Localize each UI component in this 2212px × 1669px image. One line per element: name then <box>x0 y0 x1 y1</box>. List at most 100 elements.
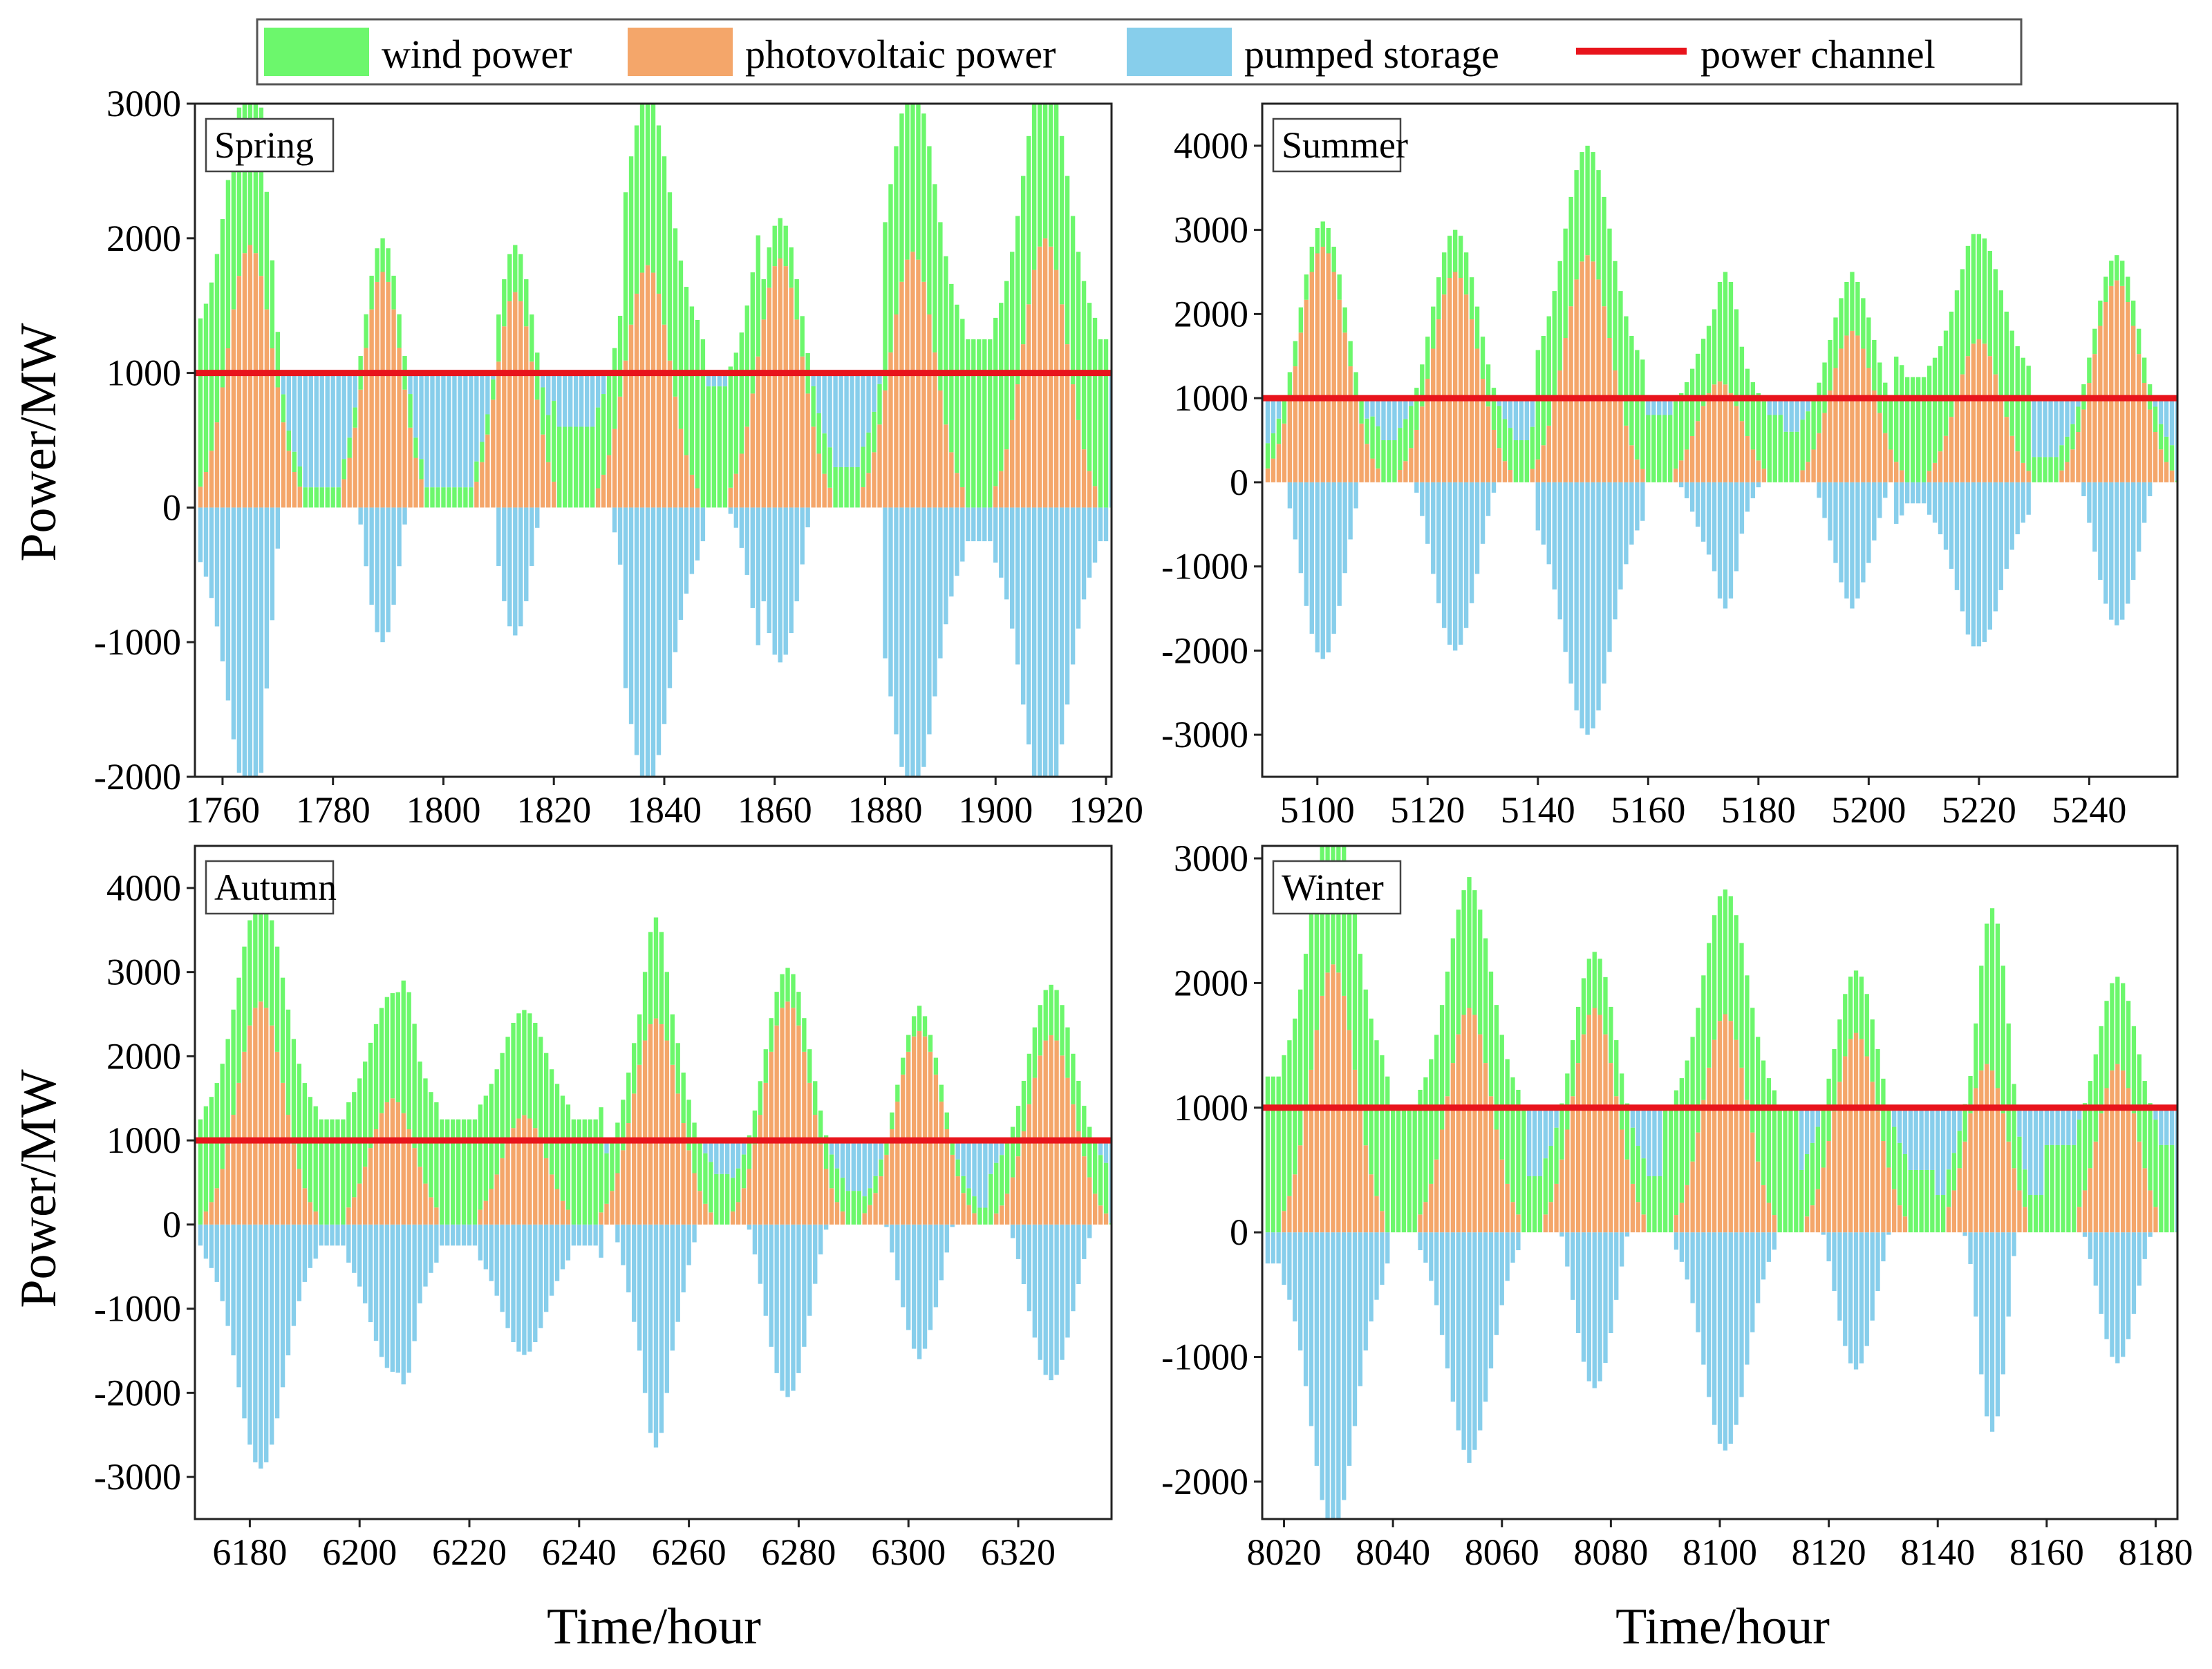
bar-pv <box>1586 1015 1592 1233</box>
bar-pv <box>675 1093 680 1225</box>
bar-storage <box>2032 398 2036 458</box>
bar-storage <box>689 507 695 574</box>
bar-wind <box>397 314 402 348</box>
bar-pv <box>1342 332 1347 482</box>
bar-storage <box>664 1224 670 1393</box>
bar-pv <box>1282 423 1287 482</box>
bar-pv <box>1696 1132 1700 1233</box>
bar-wind <box>1414 388 1419 430</box>
bar-pv <box>695 488 700 508</box>
bar-storage <box>1081 507 1087 600</box>
bar-wind <box>568 426 573 508</box>
bar-pv <box>811 426 816 508</box>
bar-pv <box>1821 1167 1826 1233</box>
bar-pv <box>429 1197 433 1225</box>
bar-pv <box>1822 413 1827 482</box>
bar-wind <box>319 1119 324 1225</box>
bar-wind <box>1109 1223 1112 1225</box>
bar-storage <box>845 1140 851 1191</box>
bar-storage <box>1491 482 1497 493</box>
bar-wind <box>1982 238 1987 344</box>
bar-wind <box>1689 368 1695 436</box>
bar-pv <box>1456 1034 1461 1233</box>
bar-wind <box>1342 307 1347 333</box>
bar-pv <box>890 1129 894 1225</box>
bar-wind <box>1979 965 1984 1071</box>
y-tick-label: 3000 <box>106 83 181 124</box>
bar-wind <box>1010 252 1015 420</box>
season-label-box <box>1272 860 1402 915</box>
bar-storage <box>358 507 363 525</box>
bar-storage <box>1832 1232 1837 1292</box>
bar-wind <box>1087 303 1092 471</box>
bar-wind <box>1031 104 1037 270</box>
bar-wind <box>357 1078 362 1184</box>
bar-wind <box>2038 1195 2044 1233</box>
bar-storage <box>656 507 662 755</box>
bar-wind <box>1897 1142 1902 1206</box>
bar-pv <box>747 1169 752 1225</box>
bar-wind <box>1265 1076 1271 1233</box>
bar-pv <box>1032 1077 1038 1225</box>
bar-pv <box>1954 395 1960 482</box>
y-tick-label: -1000 <box>1161 1337 1248 1378</box>
bar-storage <box>434 1224 439 1263</box>
bar-wind <box>1614 1040 1619 1097</box>
bar-pv <box>1347 1030 1352 1233</box>
bar-wind <box>1696 1008 1700 1133</box>
bar-storage <box>637 1224 642 1351</box>
bar-pv <box>944 1129 949 1225</box>
bar-storage <box>2121 1232 2126 1357</box>
bar-wind <box>571 1119 577 1225</box>
bar-storage <box>1602 482 1606 684</box>
bar-pv <box>2021 462 2025 482</box>
bar-storage <box>335 1224 340 1246</box>
bar-storage <box>1445 1232 1450 1369</box>
bar-wind <box>562 426 568 508</box>
bar-storage <box>922 1224 928 1349</box>
x-tick-label: 6280 <box>761 1531 836 1573</box>
bar-storage <box>478 1224 483 1261</box>
bar-pv <box>1897 1205 1902 1233</box>
bar-storage <box>1054 1224 1059 1375</box>
bar-pv <box>1065 1077 1070 1225</box>
bar-wind <box>1641 1158 1646 1215</box>
bar-wind <box>1678 393 1684 461</box>
bar-pv <box>2098 326 2103 482</box>
bar-wind <box>1358 954 1363 1110</box>
bar-pv <box>362 1167 368 1225</box>
bar-storage <box>1585 482 1590 735</box>
bar-storage <box>1872 482 1877 541</box>
bar-storage <box>1597 1232 1602 1382</box>
bars <box>198 104 1112 777</box>
bar-wind <box>2037 457 2042 482</box>
bar-pv <box>1602 306 1606 482</box>
bar-pv <box>949 452 954 508</box>
bar-pv <box>1065 344 1070 508</box>
bar-pv <box>386 281 391 508</box>
bar-storage <box>939 1224 944 1281</box>
bar-wind <box>1403 419 1408 462</box>
bar-wind <box>236 107 242 276</box>
bar-wind <box>1381 440 1386 482</box>
bar-storage <box>1098 1140 1103 1156</box>
bar-storage <box>275 507 281 549</box>
y-tick-label: 1000 <box>106 1120 181 1161</box>
bar-wind <box>1674 1090 1679 1216</box>
bar-pv <box>1806 462 1810 482</box>
bar-wind <box>780 974 785 1008</box>
bar-pv <box>1695 421 1700 482</box>
bar-storage <box>2098 482 2103 581</box>
bar-wind <box>2158 424 2164 450</box>
bar-wind <box>1767 415 1772 482</box>
bar-wind <box>1717 896 1723 1021</box>
bar-storage <box>308 1224 312 1268</box>
bar-wind <box>1309 914 1314 1070</box>
bar-pv <box>203 1211 209 1225</box>
bar-pv <box>689 474 695 508</box>
y-tick-label: -2000 <box>1161 630 1248 671</box>
bar-storage <box>642 1224 648 1393</box>
bar-pv <box>1452 272 1458 482</box>
y-tick-label: 2000 <box>1174 962 1248 1003</box>
bar-wind <box>2088 1081 2093 1169</box>
